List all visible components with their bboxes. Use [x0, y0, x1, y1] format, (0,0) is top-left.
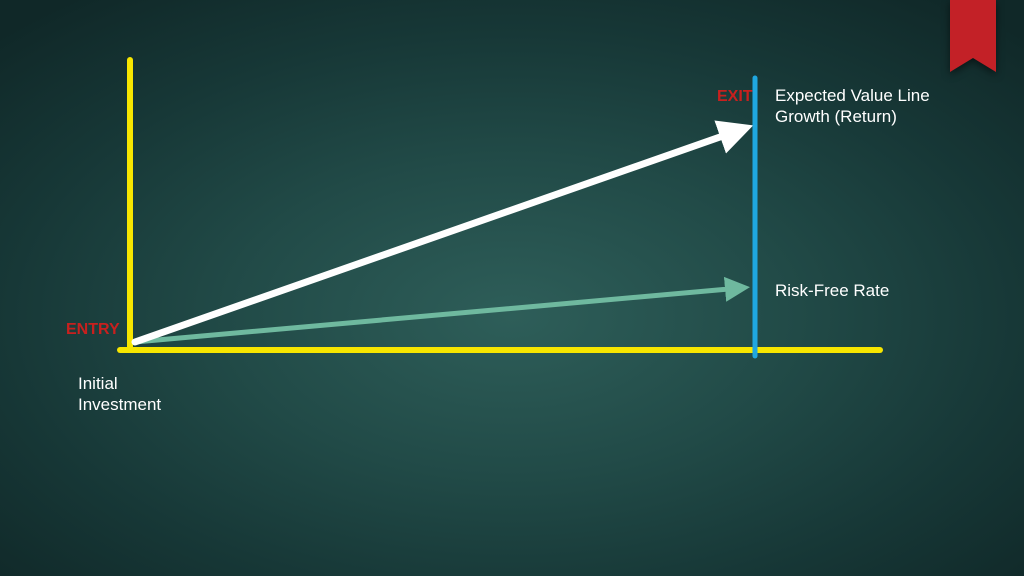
growth-arrow: [135, 130, 740, 342]
expected-value-label-line2: Growth (Return): [775, 106, 897, 127]
entry-label: ENTRY: [66, 320, 120, 340]
expected-value-label-line1: Expected Value Line: [775, 85, 930, 106]
slide-canvas: ENTRY EXIT Expected Value Line Growth (R…: [0, 0, 1024, 576]
risk-free-label: Risk-Free Rate: [775, 280, 889, 301]
exit-label: EXIT: [717, 87, 753, 107]
risk-free-arrow: [135, 288, 740, 342]
initial-investment-label-line1: Initial: [78, 373, 118, 394]
initial-investment-label-line2: Investment: [78, 394, 161, 415]
